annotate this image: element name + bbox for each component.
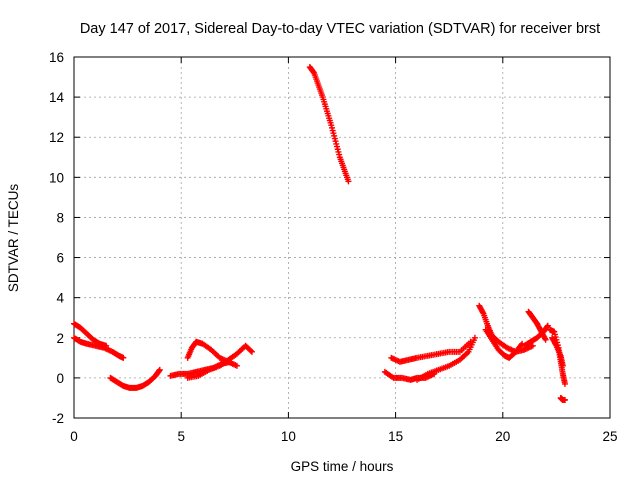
data-point	[542, 336, 549, 343]
series-arc-10	[414, 334, 478, 383]
y-tick-label: 16	[49, 50, 64, 65]
data-point	[120, 354, 127, 361]
data-point	[156, 367, 163, 374]
data-point	[471, 334, 478, 341]
x-tick-label: 25	[602, 429, 617, 444]
data-point	[561, 396, 568, 403]
series-arc-16	[549, 334, 566, 369]
data-points	[71, 64, 568, 403]
data-point	[544, 322, 551, 329]
y-tick-label: 10	[49, 170, 64, 185]
data-point	[345, 178, 352, 185]
grid	[74, 57, 610, 418]
data-point	[310, 69, 317, 76]
data-point	[544, 323, 551, 330]
series-arc-3	[107, 366, 163, 391]
series-arc-6	[184, 342, 255, 381]
data-point	[561, 380, 568, 387]
y-tick-label: 12	[49, 130, 64, 145]
y-tick-label: 8	[56, 210, 64, 225]
data-point	[248, 348, 255, 355]
y-tick-label: 2	[56, 331, 64, 346]
x-axis-label: GPS time / hours	[291, 459, 394, 474]
data-point	[233, 362, 240, 369]
y-tick-label: 0	[56, 371, 64, 386]
series-arc-17	[557, 394, 568, 403]
axes: 0 5 10 15 20 25 -2 0 2 4 6 8 10 12 14 16	[49, 50, 618, 444]
data-point	[529, 342, 536, 349]
x-tick-label: 10	[281, 429, 296, 444]
y-tick-label: 6	[56, 251, 64, 266]
y-tick-label: -2	[52, 411, 64, 426]
plot-frame	[73, 56, 611, 419]
data-point	[156, 366, 163, 373]
y-tick-label: 14	[49, 90, 65, 105]
data-point	[559, 362, 566, 369]
x-tick-label: 20	[495, 429, 510, 444]
series-arc-13	[525, 308, 549, 343]
series-arc-5	[184, 338, 240, 369]
y-axis-label: SDTVAR / TECUs	[6, 184, 21, 293]
x-tick-label: 5	[177, 429, 185, 444]
series-arc-7	[306, 64, 352, 185]
y-tick-label: 4	[56, 291, 64, 306]
x-tick-label: 0	[70, 429, 78, 444]
series-arc-2	[71, 334, 127, 361]
series-arc-14	[521, 322, 551, 349]
data-point	[247, 347, 254, 354]
chart-title: Day 147 of 2017, Sidereal Day-to-day VTE…	[80, 21, 600, 37]
x-tick-label: 15	[388, 429, 403, 444]
series-arc-9	[388, 338, 474, 365]
